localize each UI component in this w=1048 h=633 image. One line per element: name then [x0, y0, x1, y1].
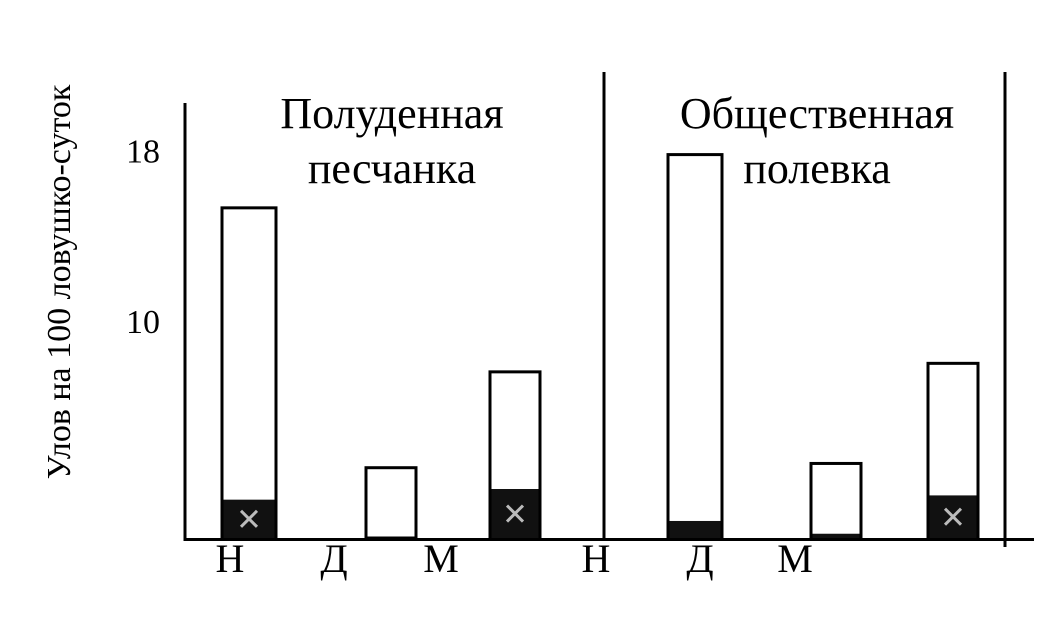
y-tick-label: 18	[126, 133, 160, 170]
bar-cross-marker	[239, 509, 259, 528]
x-tick-label: М	[423, 536, 459, 581]
panel-2: Общественная полевка	[666, 89, 980, 540]
x-tick-label: Н	[216, 536, 245, 581]
x-tick-label: Д	[686, 536, 713, 581]
bar-inner-segment	[812, 533, 860, 538]
panel-label-line: Полуденная	[280, 89, 503, 138]
y-tick-labels: 10 18	[126, 133, 160, 340]
panels: Полуденная песчанка Общественная полевка	[220, 89, 980, 540]
y-axis-label: Улов на 100 ловушко-суток	[41, 84, 78, 479]
bar	[364, 466, 418, 540]
panel-label-line: Общественная	[680, 89, 954, 138]
bar-cross-marker	[505, 504, 525, 523]
chart-frame	[183, 72, 1034, 547]
bar-cross-marker	[943, 507, 963, 526]
bar	[220, 206, 278, 540]
panel-label-line: полевка	[743, 144, 890, 193]
x-tick-label: Н	[582, 536, 611, 581]
panel-1: Полуденная песчанка	[220, 89, 542, 540]
bar	[809, 461, 863, 540]
panel-label-line: песчанка	[308, 144, 476, 193]
x-tick-label: М	[777, 536, 813, 581]
x-tick-label: Д	[320, 536, 347, 581]
y-tick-label: 10	[126, 304, 160, 341]
bar	[666, 153, 724, 540]
bar-inner-segment	[669, 520, 721, 538]
